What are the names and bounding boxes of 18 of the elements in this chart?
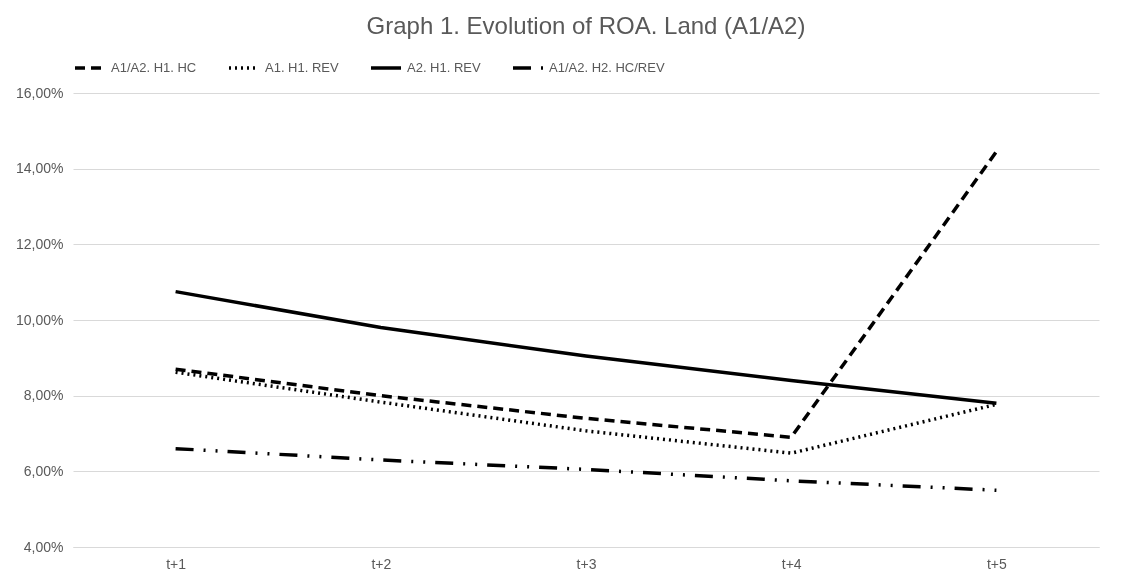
legend-label: A2. H1. REV <box>407 60 482 75</box>
legend-label: A1/A2. H2. HC/REV <box>549 60 665 75</box>
y-tick-label: 6,00% <box>23 462 64 479</box>
line-series <box>173 446 999 492</box>
legend-label: A1/A2. H1. HC <box>111 60 197 75</box>
y-tick-label: 4,00% <box>23 538 64 555</box>
x-tick-label: t+2 <box>371 555 392 572</box>
x-tick-label: t+5 <box>986 555 1008 572</box>
legend-label: A1. H1. REV <box>265 60 340 75</box>
x-tick-label: t+4 <box>781 555 802 572</box>
x-tick-label: t+1 <box>166 555 187 572</box>
y-tick-label: 8,00% <box>23 387 64 404</box>
y-tick-label: 12,00% <box>16 235 64 252</box>
y-tick-label: 10,00% <box>16 311 64 328</box>
x-tick-label: t+3 <box>576 555 597 572</box>
y-tick-label: 16,00% <box>16 84 64 101</box>
chart-title: Graph 1. Evolution of ROA. Land (A1/A2) <box>366 12 806 39</box>
y-tick-label: 14,00% <box>16 160 64 177</box>
